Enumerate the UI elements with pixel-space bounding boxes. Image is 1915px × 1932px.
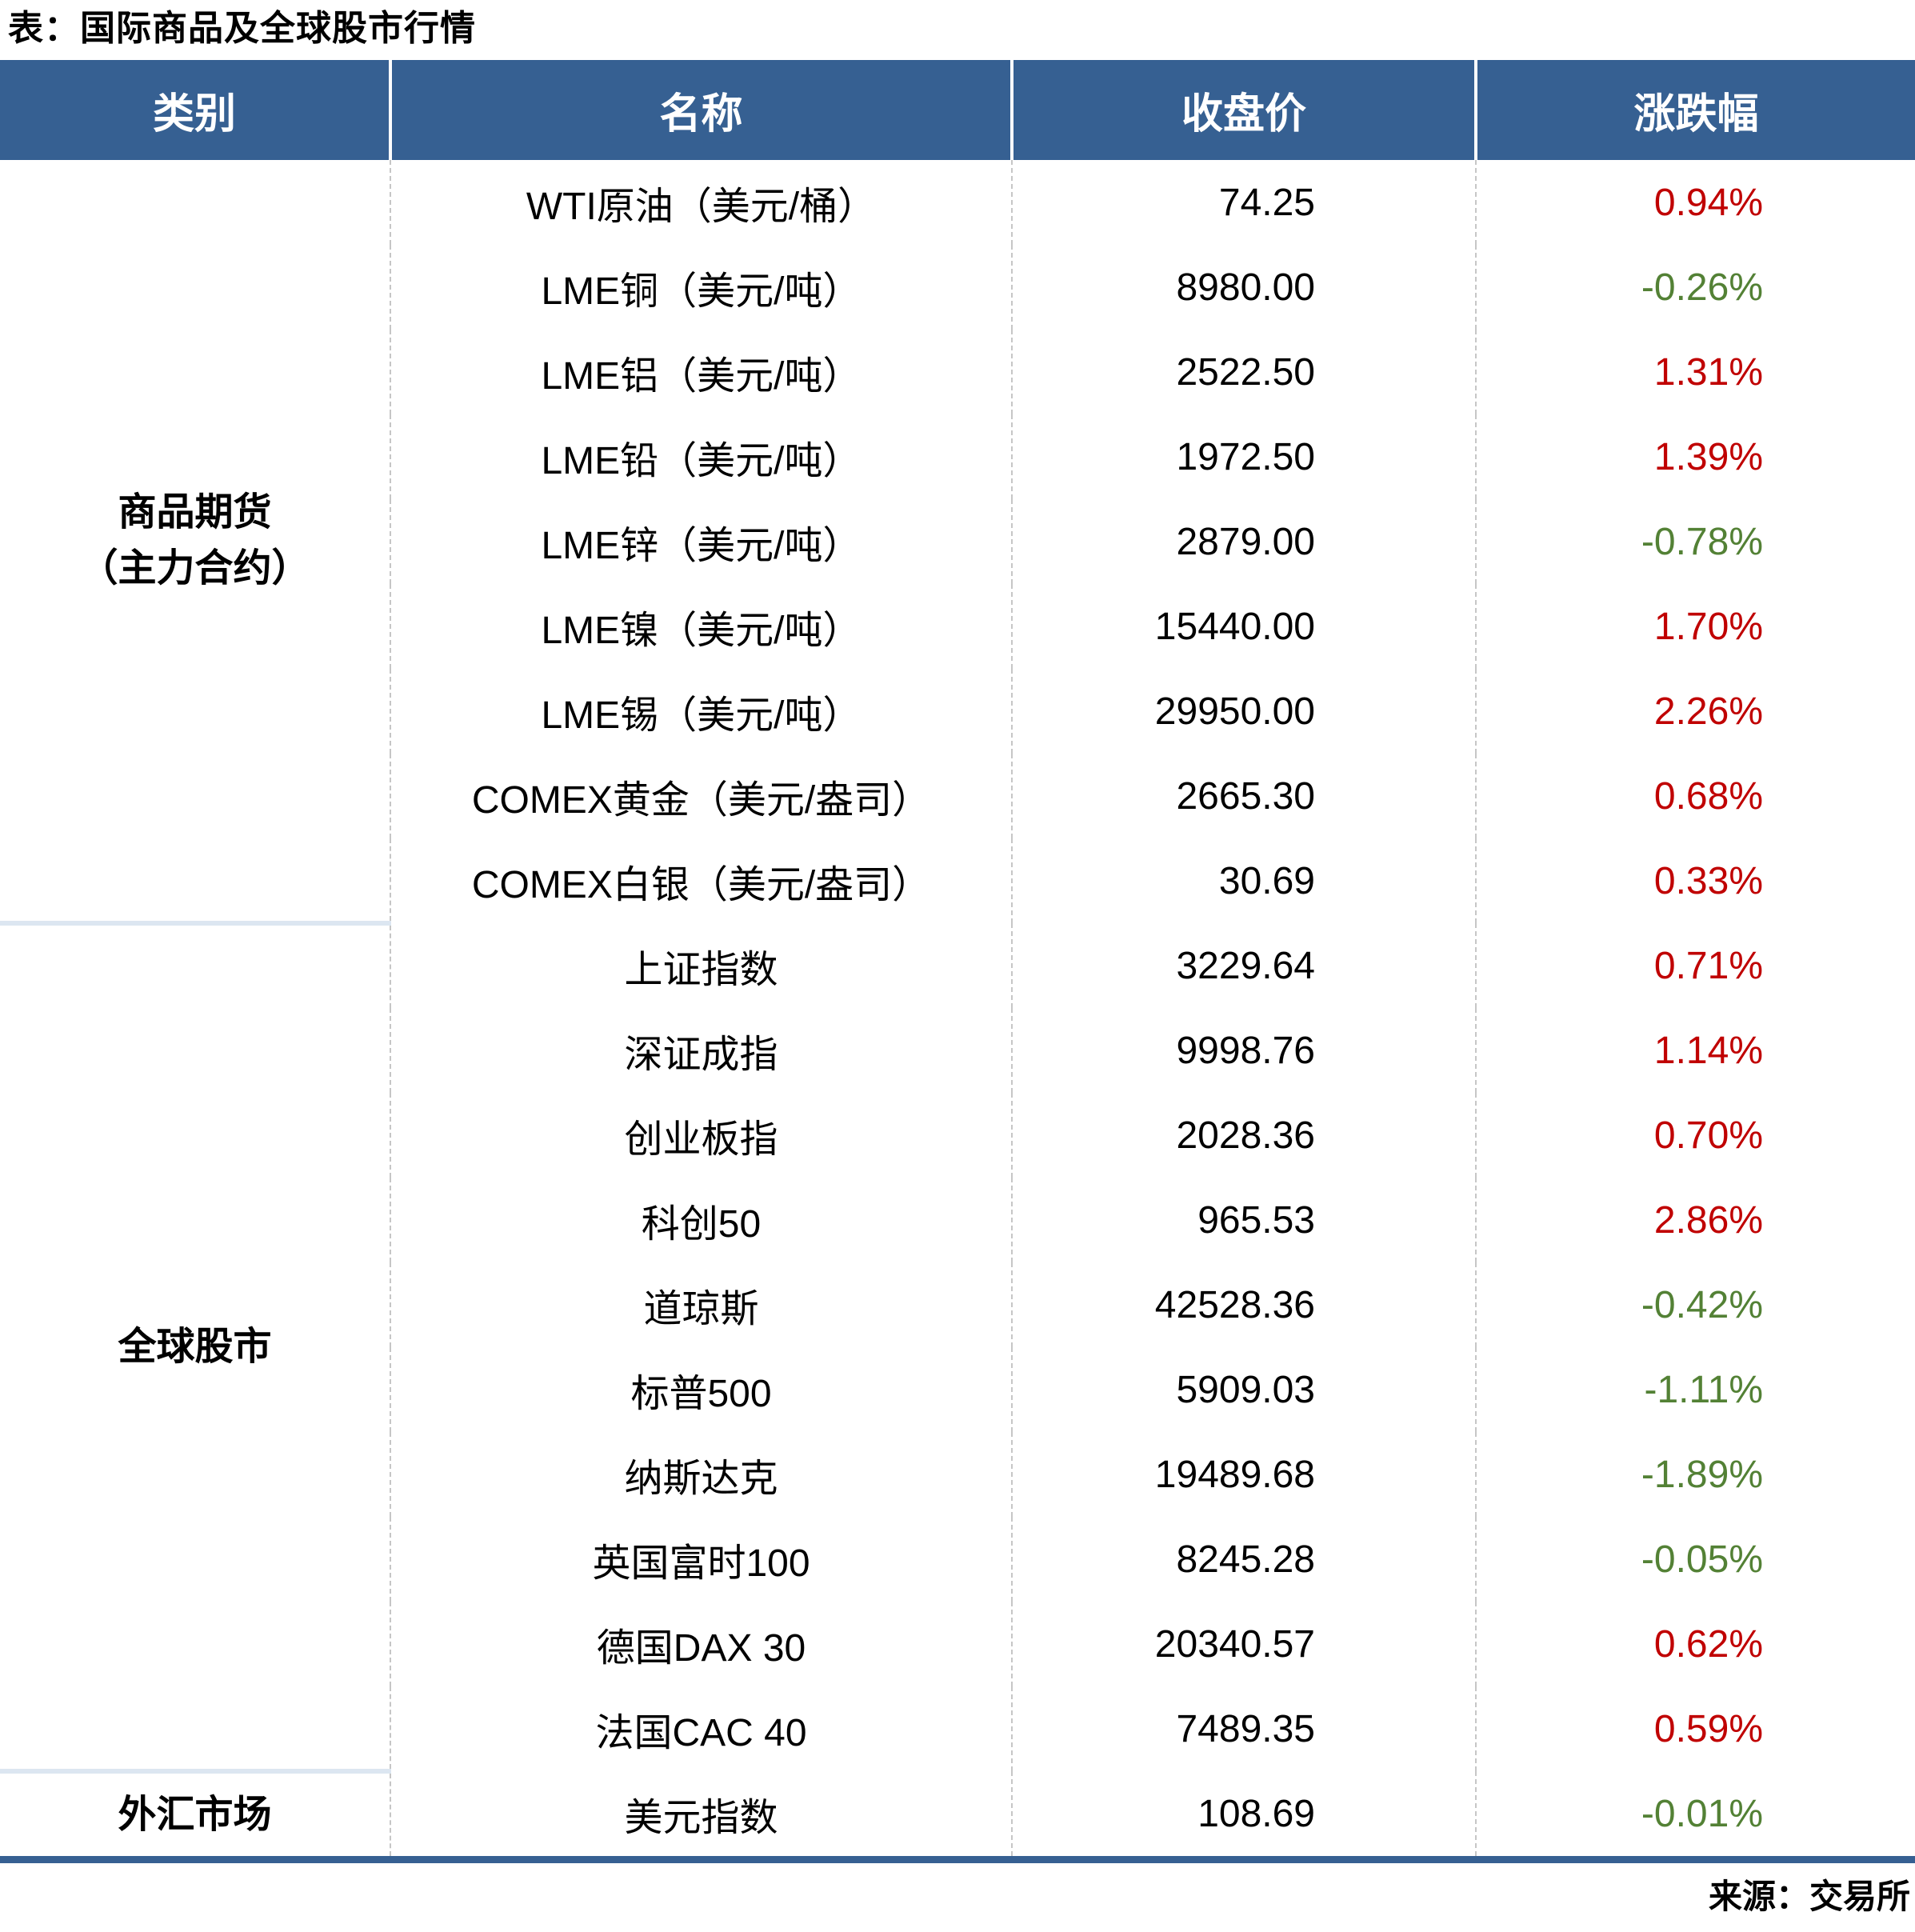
instrument-name: LME铜（美元/吨） <box>390 245 1012 330</box>
bottom-accent-bar <box>0 1856 1915 1863</box>
instrument-name: LME锌（美元/吨） <box>390 499 1012 584</box>
close-price: 2028.36 <box>1011 1093 1476 1178</box>
instrument-name: 创业板指 <box>390 1093 1012 1178</box>
close-price: 30.69 <box>1011 838 1476 923</box>
instrument-name: 道琼斯 <box>390 1262 1012 1347</box>
change-percent: 0.59% <box>1475 1686 1915 1771</box>
instrument-name: 深证成指 <box>390 1008 1012 1093</box>
instrument-name: COMEX黄金（美元/盎司） <box>390 754 1012 838</box>
table-row: 纳斯达克 19489.68 -1.89% <box>0 1432 1915 1517</box>
change-percent: -0.78% <box>1475 499 1915 584</box>
instrument-name: LME铝（美元/吨） <box>390 330 1012 414</box>
table-row: 标普500 5909.03 -1.11% <box>0 1347 1915 1432</box>
change-percent: 2.86% <box>1475 1178 1915 1262</box>
table-row: 外汇市场 美元指数 108.69 -0.01% <box>0 1771 1915 1856</box>
table-header: 类别 名称 收盘价 涨跌幅 <box>0 60 1915 160</box>
close-price: 8980.00 <box>1011 245 1476 330</box>
change-percent: -0.26% <box>1475 245 1915 330</box>
change-percent: -1.89% <box>1475 1432 1915 1517</box>
instrument-name: 英国富时100 <box>390 1517 1012 1602</box>
close-price: 8245.28 <box>1011 1517 1476 1602</box>
close-price: 5909.03 <box>1011 1347 1476 1432</box>
market-table: 类别 名称 收盘价 涨跌幅 商品期货 （主力合约） WTI原油（美元/桶） 74… <box>0 60 1915 1856</box>
instrument-name: WTI原油（美元/桶） <box>390 160 1012 245</box>
instrument-name: LME铅（美元/吨） <box>390 414 1012 499</box>
instrument-name: 美元指数 <box>390 1771 1012 1856</box>
table-row: 道琼斯 42528.36 -0.42% <box>0 1262 1915 1347</box>
table-row: 德国DAX 30 20340.57 0.62% <box>0 1602 1915 1686</box>
table-row: LME锡（美元/吨） 29950.00 2.26% <box>0 669 1915 754</box>
table-row: 深证成指 9998.76 1.14% <box>0 1008 1915 1093</box>
source-note: 来源：交易所 <box>1708 1878 1910 1915</box>
col-header-close: 收盘价 <box>1010 60 1476 160</box>
change-percent: 0.94% <box>1475 160 1915 245</box>
instrument-name: 科创50 <box>390 1178 1012 1262</box>
change-percent: 2.26% <box>1475 669 1915 754</box>
close-price: 20340.57 <box>1011 1602 1476 1686</box>
close-price: 42528.36 <box>1011 1262 1476 1347</box>
table-row: COMEX白银（美元/盎司） 30.69 0.33% <box>0 838 1915 923</box>
close-price: 2522.50 <box>1011 330 1476 414</box>
change-percent: -0.05% <box>1475 1517 1915 1602</box>
change-percent: 0.33% <box>1475 838 1915 923</box>
close-price: 29950.00 <box>1011 669 1476 754</box>
instrument-name: 标普500 <box>390 1347 1012 1432</box>
change-percent: 1.70% <box>1475 584 1915 669</box>
instrument-name: 德国DAX 30 <box>390 1602 1012 1686</box>
category-cell: 商品期货 （主力合约） <box>0 160 390 926</box>
col-header-change: 涨跌幅 <box>1474 60 1915 160</box>
change-percent: -0.42% <box>1475 1262 1915 1347</box>
change-percent: 1.14% <box>1475 1008 1915 1093</box>
table-row: LME铝（美元/吨） 2522.50 1.31% <box>0 330 1915 414</box>
table-row: LME镍（美元/吨） 15440.00 1.70% <box>0 584 1915 669</box>
table-row: 全球股市 上证指数 3229.64 0.71% <box>0 923 1915 1774</box>
close-price: 2665.30 <box>1011 754 1476 838</box>
table-row: LME铜（美元/吨） 8980.00 -0.26% <box>0 245 1915 330</box>
figure-title: 表：国际商品及全球股市行情 <box>8 9 476 48</box>
instrument-name: 法国CAC 40 <box>390 1686 1012 1771</box>
close-price: 3229.64 <box>1011 923 1476 1008</box>
change-percent: 0.71% <box>1475 923 1915 1008</box>
instrument-name: LME锡（美元/吨） <box>390 669 1012 754</box>
instrument-name: 上证指数 <box>390 923 1012 1008</box>
table-row: COMEX黄金（美元/盎司） 2665.30 0.68% <box>0 754 1915 838</box>
table-row: LME锌（美元/吨） 2879.00 -0.78% <box>0 499 1915 584</box>
table-row: 英国富时100 8245.28 -0.05% <box>0 1517 1915 1602</box>
header-row: 类别 名称 收盘价 涨跌幅 <box>0 60 1915 160</box>
close-price: 74.25 <box>1011 160 1476 245</box>
table-row: 商品期货 （主力合约） WTI原油（美元/桶） 74.25 0.94% <box>0 160 1915 926</box>
col-header-name: 名称 <box>389 60 1012 160</box>
instrument-name: LME镍（美元/吨） <box>390 584 1012 669</box>
change-percent: 1.31% <box>1475 330 1915 414</box>
table-row: LME铅（美元/吨） 1972.50 1.39% <box>0 414 1915 499</box>
category-cell: 全球股市 <box>0 923 390 1774</box>
change-percent: -1.11% <box>1475 1347 1915 1432</box>
instrument-name: COMEX白银（美元/盎司） <box>390 838 1012 923</box>
change-percent: -0.01% <box>1475 1771 1915 1856</box>
close-price: 9998.76 <box>1011 1008 1476 1093</box>
change-percent: 1.39% <box>1475 414 1915 499</box>
close-price: 965.53 <box>1011 1178 1476 1262</box>
close-price: 2879.00 <box>1011 499 1476 584</box>
category-cell: 外汇市场 <box>0 1771 390 1856</box>
change-percent: 0.70% <box>1475 1093 1915 1178</box>
table-row: 法国CAC 40 7489.35 0.59% <box>0 1686 1915 1771</box>
table-row: 科创50 965.53 2.86% <box>0 1178 1915 1262</box>
table-body: 商品期货 （主力合约） WTI原油（美元/桶） 74.25 0.94% LME铜… <box>0 160 1915 1856</box>
col-header-category: 类别 <box>0 60 390 160</box>
close-price: 7489.35 <box>1011 1686 1476 1771</box>
close-price: 108.69 <box>1011 1771 1476 1856</box>
table-row: 创业板指 2028.36 0.70% <box>0 1093 1915 1178</box>
close-price: 15440.00 <box>1011 584 1476 669</box>
close-price: 1972.50 <box>1011 414 1476 499</box>
change-percent: 0.68% <box>1475 754 1915 838</box>
close-price: 19489.68 <box>1011 1432 1476 1517</box>
change-percent: 0.62% <box>1475 1602 1915 1686</box>
instrument-name: 纳斯达克 <box>390 1432 1012 1517</box>
